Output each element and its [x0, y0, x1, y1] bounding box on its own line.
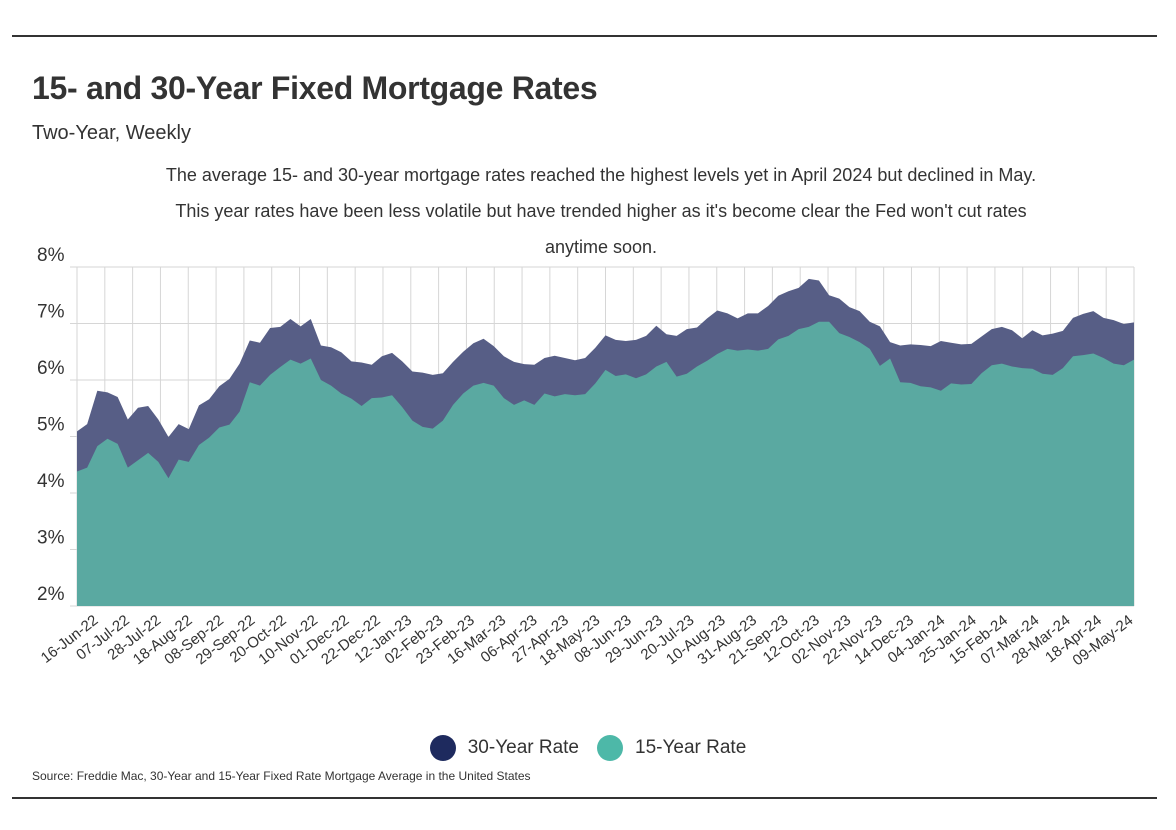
legend-item-30-year[interactable]: 30-Year Rate: [429, 735, 579, 761]
chart-title: 15- and 30-Year Fixed Mortgage Rates: [32, 70, 598, 106]
y-axis-tick-labels: 2% 3% 4% 5% 6% 7% 8%: [37, 245, 65, 605]
chart-subtitle: Two-Year, Weekly: [32, 122, 191, 144]
annotation-line-2: This year rates have been less volatile …: [175, 201, 1027, 221]
y-tick-label: 6%: [37, 358, 65, 379]
y-tick-label: 7%: [37, 302, 65, 323]
legend-label-30-year: 30-Year Rate: [467, 737, 579, 758]
y-tick-label: 3%: [37, 528, 65, 549]
x-axis-tick-labels: 16-Jun-2207-Jul-2228-Jul-2218-Aug-2208-S…: [38, 612, 1137, 670]
y-tick-label: 4%: [37, 471, 65, 492]
legend-dot-15-year: [597, 735, 623, 761]
legend-dot-30-year: [429, 735, 456, 761]
legend-label-15-year: 15-Year Rate: [635, 737, 747, 758]
y-tick-label: 8%: [37, 245, 65, 266]
y-tick-label: 5%: [37, 415, 65, 436]
source-note: Source: Freddie Mac, 30-Year and 15-Year…: [32, 769, 531, 783]
y-tick-label: 2%: [37, 584, 65, 605]
top-rule: [12, 35, 1157, 37]
area-chart: 2% 3% 4% 5% 6% 7% 8% 16-Jun-2207-Jul-2228-Jul-…: [37, 245, 1137, 670]
annotation-line-3: anytime soon.: [544, 237, 658, 257]
legend: 30-Year Rate 15-Year Rate: [0, 735, 1176, 761]
bottom-rule: [12, 797, 1157, 799]
chart-annotation: The average 15- and 30-year mortgage rat…: [140, 157, 1062, 265]
annotation-line-1: The average 15- and 30-year mortgage rat…: [165, 165, 1037, 185]
legend-item-15-year[interactable]: 15-Year Rate: [597, 735, 746, 761]
area-15-year-rate: [77, 321, 1134, 606]
